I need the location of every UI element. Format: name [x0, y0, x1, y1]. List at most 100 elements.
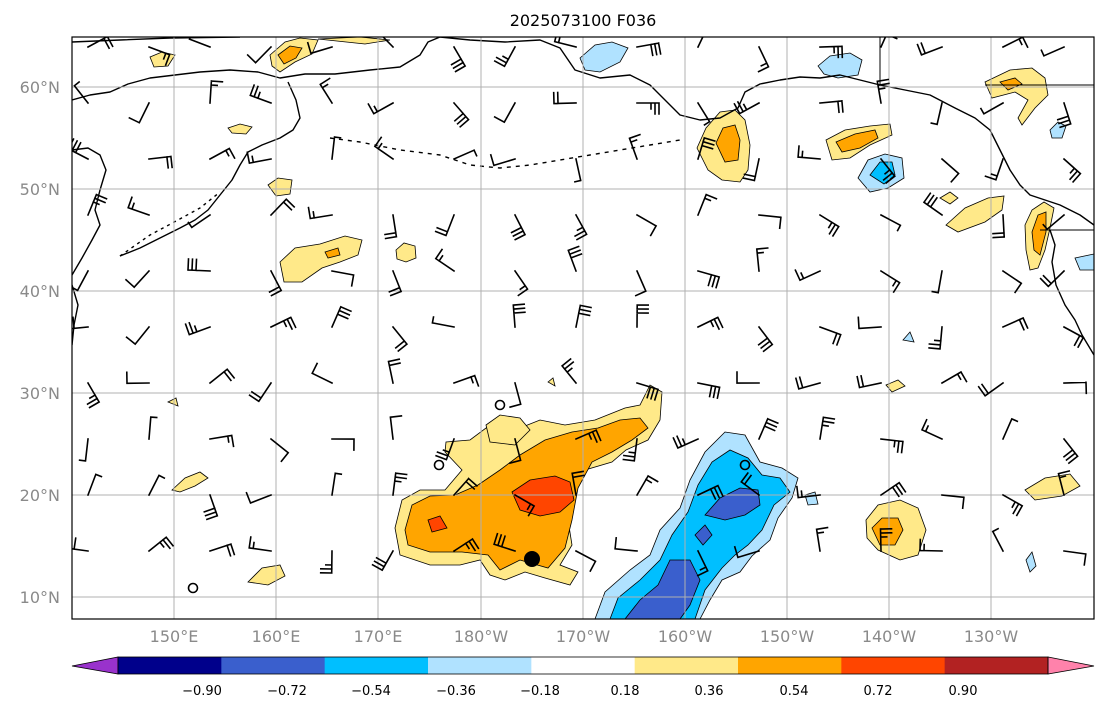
- wind-barb: [979, 101, 1005, 115]
- wind-barb: [575, 304, 592, 328]
- wind-barb: [571, 470, 585, 496]
- wind-barb: [391, 325, 409, 353]
- wind-barbs: [72, 37, 1088, 577]
- wind-barb: [510, 213, 527, 241]
- positive-anomaly-cell: [547, 377, 556, 387]
- colorbar-tick-label: 0.54: [780, 684, 809, 699]
- wind-barb: [879, 481, 907, 498]
- wind-barb: [147, 45, 171, 67]
- wind-barb: [696, 193, 718, 217]
- colorbar-frame: [117, 656, 1049, 675]
- wind-barb: [208, 147, 236, 161]
- wind-barb: [512, 303, 526, 328]
- wind-barb: [919, 538, 943, 552]
- positive-anomaly-cell: [279, 235, 363, 283]
- hollow-marker: [739, 459, 751, 471]
- wind-barb: [880, 438, 904, 454]
- wind-barb: [489, 153, 516, 167]
- wind-barb: [1001, 316, 1029, 331]
- positive-anomaly-max: [511, 475, 575, 517]
- wind-barb: [1057, 470, 1071, 496]
- lat-label: 60°N: [20, 78, 60, 97]
- wind-barb: [916, 42, 944, 56]
- colorbar-segment: [118, 657, 222, 674]
- colorbar-tick-labels: −0.90 −0.72 −0.54 −0.36 −0.18 0.18 0.36 …: [182, 684, 977, 699]
- lon-label: 170°W: [556, 627, 611, 646]
- positive-anomaly-cell: [395, 242, 417, 263]
- wind-barb: [330, 305, 352, 329]
- wind-barb: [331, 136, 342, 160]
- wind-barb: [371, 549, 395, 572]
- wind-barb: [269, 198, 296, 217]
- wind-barb: [450, 45, 467, 73]
- lon-label: 150°E: [150, 627, 199, 646]
- markers: [187, 399, 751, 594]
- wind-barb: [148, 416, 158, 440]
- wind-barb: [696, 101, 711, 127]
- positive-anomaly-cell: [1024, 473, 1081, 501]
- wind-barb: [72, 138, 90, 161]
- storm-center-marker: [524, 551, 540, 567]
- wind-barb: [203, 493, 219, 521]
- lat-label: 40°N: [20, 282, 60, 301]
- wind-barb: [736, 371, 760, 384]
- wind-barb: [819, 45, 844, 59]
- hollow-marker: [187, 582, 199, 594]
- colorbar-extend-high: [1047, 656, 1095, 675]
- wind-barb: [567, 245, 583, 273]
- wind-barb: [72, 269, 90, 292]
- lon-label: 140°W: [862, 627, 917, 646]
- wind-barb: [431, 316, 455, 328]
- wind-barb: [757, 417, 779, 441]
- negative-anomaly-max: [694, 524, 713, 546]
- lat-label: 20°N: [20, 486, 60, 505]
- wind-barb: [1062, 157, 1082, 184]
- wind-barb: [733, 545, 760, 559]
- wind-barb: [697, 270, 721, 289]
- wind-barb: [187, 213, 212, 229]
- colorbar-tick-label: −0.90: [182, 684, 222, 699]
- wind-barb: [452, 537, 480, 553]
- wind-barb: [209, 80, 224, 104]
- wind-barb: [815, 526, 829, 552]
- wind-barb: [941, 494, 965, 510]
- positive-anomaly-cell: [715, 124, 741, 163]
- map-panel: [71, 36, 1095, 620]
- wind-barb: [1001, 269, 1023, 294]
- wind-barb: [920, 418, 944, 441]
- wind-barb: [249, 84, 273, 105]
- wind-barb: [696, 549, 709, 577]
- colorbar: −0.90 −0.72 −0.54 −0.36 −0.18 0.18 0.36 …: [71, 656, 1095, 699]
- wind-barb: [879, 527, 893, 552]
- colorbar-tick-label: −0.72: [267, 684, 307, 699]
- wind-barb: [331, 270, 355, 287]
- wind-barb: [697, 382, 721, 400]
- wind-barb: [876, 78, 890, 104]
- wind-barb: [387, 358, 401, 384]
- wind-barb: [794, 376, 821, 390]
- wind-barb: [319, 77, 334, 105]
- wind-barb: [991, 527, 1005, 553]
- colorbar-segments: [118, 657, 1049, 674]
- negative-anomaly-cell: [1025, 551, 1037, 573]
- canada-border: [879, 37, 1094, 231]
- colorbar-tick-label: 0.90: [949, 684, 978, 699]
- wind-barb: [574, 213, 588, 241]
- wind-barb: [367, 101, 395, 115]
- wind-barb: [508, 438, 522, 465]
- wind-barb: [452, 477, 479, 497]
- wind-barb: [992, 214, 1006, 239]
- wind-barb: [1001, 493, 1024, 517]
- negative-anomaly-cell: [817, 52, 863, 79]
- wind-barb: [513, 269, 529, 297]
- colorbar-tick-label: 0.72: [864, 684, 893, 699]
- wind-barb: [740, 471, 761, 497]
- wind-barb: [209, 434, 235, 448]
- wind-barb: [127, 196, 151, 217]
- wind-barb: [125, 371, 150, 385]
- map-title: 2025073100 F036: [510, 11, 657, 30]
- wind-barb: [125, 325, 151, 346]
- japan-coastline: [72, 284, 79, 346]
- wind-barb: [928, 326, 943, 350]
- positive-anomaly-cell: [835, 129, 879, 153]
